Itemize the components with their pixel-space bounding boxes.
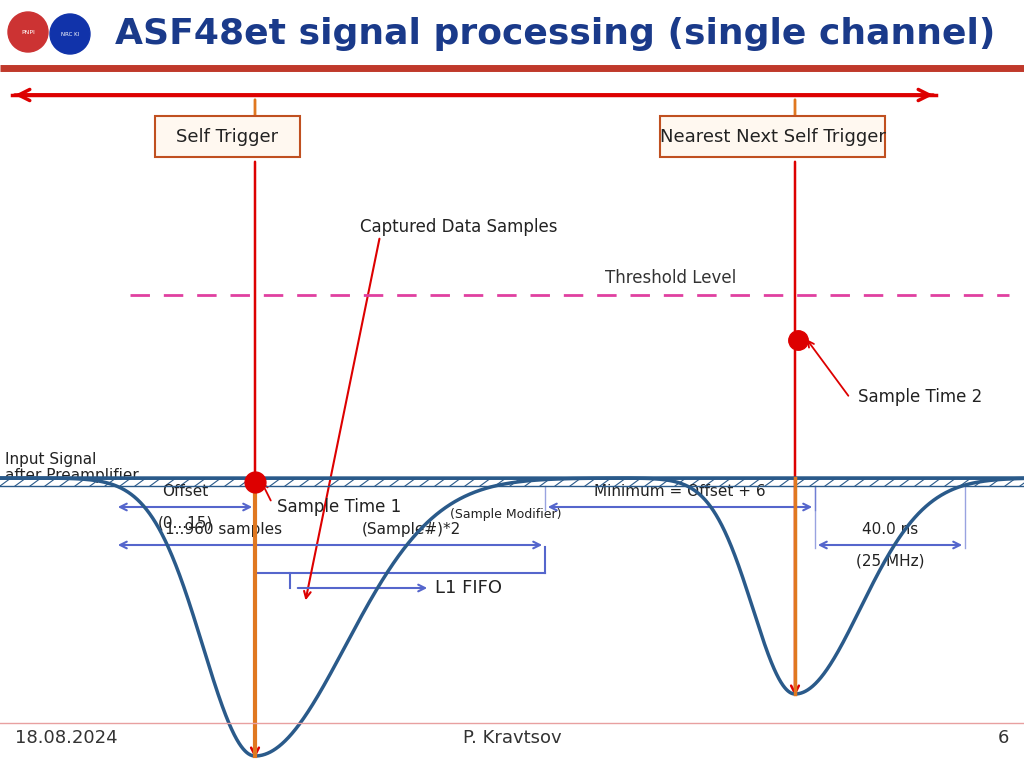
Text: Input Signal: Input Signal	[5, 452, 96, 467]
Bar	[155, 116, 300, 157]
Text: (Sample Modifier): (Sample Modifier)	[450, 508, 561, 521]
Text: NRC KI: NRC KI	[60, 31, 79, 37]
Text: Nearest Next Self Trigger: Nearest Next Self Trigger	[659, 127, 886, 145]
Text: after Preamplifier: after Preamplifier	[5, 468, 138, 483]
Text: Sample Time 1: Sample Time 1	[278, 498, 401, 516]
Text: Offset: Offset	[162, 484, 208, 499]
Text: ASF48et signal processing (single channel): ASF48et signal processing (single channe…	[115, 17, 995, 51]
Text: (0...15): (0...15)	[158, 515, 213, 530]
Text: (25 MHz): (25 MHz)	[856, 553, 925, 568]
Text: Sample Time 2: Sample Time 2	[858, 388, 982, 406]
Text: Self Trigger: Self Trigger	[176, 127, 279, 145]
Text: 1..960 samples: 1..960 samples	[165, 522, 283, 537]
Text: Captured Data Samples: Captured Data Samples	[360, 218, 557, 236]
Text: (Sample#)*2: (Sample#)*2	[362, 522, 461, 537]
Text: Threshold Level: Threshold Level	[605, 269, 736, 287]
Text: 18.08.2024: 18.08.2024	[15, 729, 118, 747]
Circle shape	[8, 12, 48, 52]
Text: 40.0 ns: 40.0 ns	[862, 522, 919, 537]
Text: 6: 6	[997, 729, 1009, 747]
Text: L1 FIFO: L1 FIFO	[435, 579, 502, 597]
Bar	[5, 6, 95, 62]
Bar	[660, 116, 885, 157]
Text: P. Kravtsov: P. Kravtsov	[463, 729, 561, 747]
Text: Minimum = Offset + 6: Minimum = Offset + 6	[594, 484, 766, 499]
Circle shape	[50, 14, 90, 54]
Text: PNPI: PNPI	[22, 29, 35, 35]
